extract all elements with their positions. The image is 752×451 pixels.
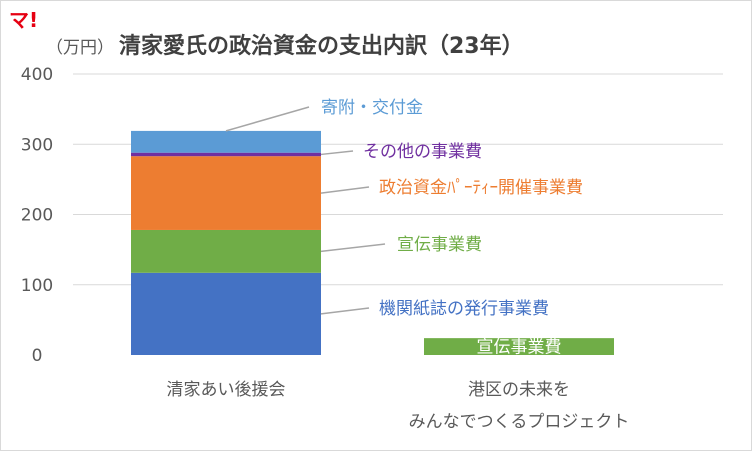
y-tick-label: 200	[21, 206, 53, 226]
chart-title: 清家愛氏の政治資金の支出内訳（23年）	[119, 33, 524, 59]
series-callout-label: その他の事業費	[363, 142, 482, 162]
series-callout-label: 宣伝事業費	[397, 235, 482, 255]
y-tick-label: 100	[21, 276, 53, 296]
bar-data-label: 宣伝事業費	[477, 338, 562, 358]
leader-line	[320, 186, 370, 194]
y-tick-label: 400	[21, 65, 53, 85]
bar-segment	[131, 229, 321, 273]
bar-segment	[424, 338, 614, 355]
leader-line	[225, 106, 310, 132]
category-label: 港区の未来を	[468, 380, 570, 400]
series-callout-label: 政治資金ﾊﾟｰﾃｨｰ開催事業費	[379, 178, 583, 198]
y-unit-label: （万円）	[46, 38, 114, 58]
bar-segment	[131, 152, 321, 157]
category-label: 清家あい後援会	[167, 380, 286, 400]
bar-segment	[131, 272, 321, 355]
bar-segment	[131, 156, 321, 230]
bar-segment	[131, 130, 321, 153]
leader-line	[320, 307, 370, 315]
series-callout-label: 寄附・交付金	[321, 98, 423, 118]
category-label: みんなでつくるプロジェクト	[409, 412, 630, 432]
logo-mark: マ!	[9, 8, 38, 32]
leader-line	[320, 243, 386, 253]
y-tick-label: 0	[32, 346, 43, 366]
y-tick-label: 300	[21, 135, 53, 155]
series-callout-label: 機関紙誌の発行事業費	[379, 299, 549, 319]
leader-line	[320, 150, 354, 156]
